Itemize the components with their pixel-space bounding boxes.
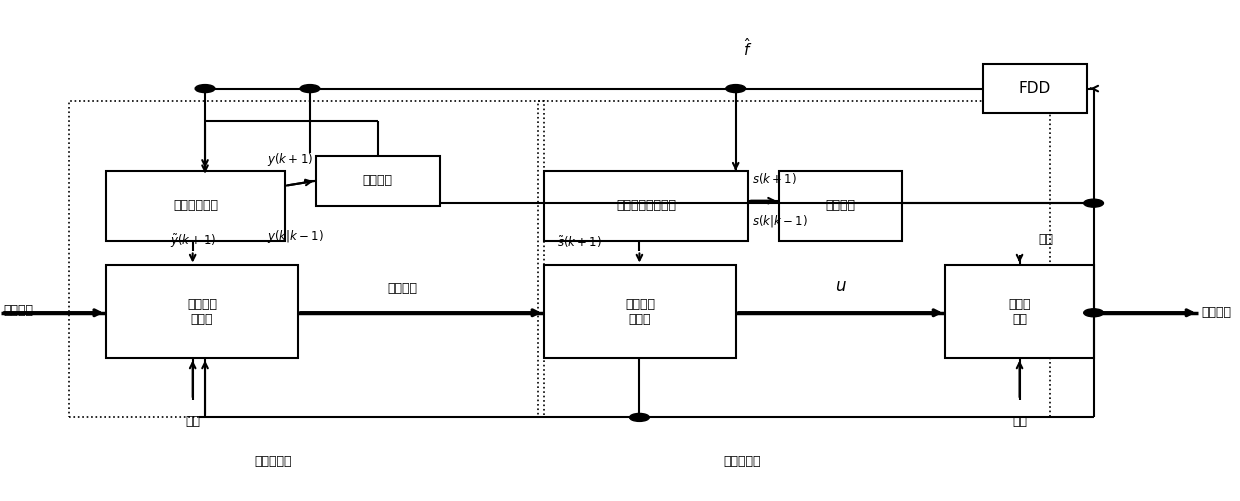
Text: 反馈校正: 反馈校正 bbox=[363, 174, 393, 187]
Text: 预测故障模型: 预测故障模型 bbox=[174, 199, 218, 212]
Text: 轨迹规划
控制器: 轨迹规划 控制器 bbox=[187, 298, 217, 326]
Circle shape bbox=[1084, 199, 1104, 207]
Text: 故障: 故障 bbox=[1012, 415, 1027, 428]
Text: 扰动: 扰动 bbox=[1038, 232, 1053, 245]
Circle shape bbox=[195, 85, 215, 93]
Circle shape bbox=[630, 413, 650, 421]
Text: $\hat{f}$: $\hat{f}$ bbox=[744, 37, 753, 59]
Text: 轨迹跟踪
控制器: 轨迹跟踪 控制器 bbox=[625, 298, 655, 326]
Text: 跟踪控制层: 跟踪控制层 bbox=[723, 455, 760, 468]
Text: $s(k+1)$: $s(k+1)$ bbox=[751, 171, 797, 186]
Text: 轨迹规划层: 轨迹规划层 bbox=[254, 455, 291, 468]
Text: $y(k+1)$: $y(k+1)$ bbox=[267, 151, 312, 168]
FancyBboxPatch shape bbox=[316, 156, 439, 205]
Text: $\tilde{y}(k+1)$: $\tilde{y}(k+1)$ bbox=[170, 233, 216, 250]
Text: $y(k|k-1)$: $y(k|k-1)$ bbox=[267, 228, 324, 245]
FancyBboxPatch shape bbox=[779, 171, 903, 240]
FancyBboxPatch shape bbox=[107, 266, 298, 358]
FancyBboxPatch shape bbox=[107, 171, 285, 240]
Text: 约束: 约束 bbox=[185, 415, 200, 428]
FancyBboxPatch shape bbox=[982, 64, 1087, 114]
Circle shape bbox=[1084, 309, 1104, 317]
Text: $\tilde{s}(k+1)$: $\tilde{s}(k+1)$ bbox=[557, 235, 601, 250]
Text: 机械臂
系统: 机械臂 系统 bbox=[1008, 298, 1030, 326]
Text: 状态信息: 状态信息 bbox=[1202, 306, 1231, 319]
FancyBboxPatch shape bbox=[544, 171, 748, 240]
Text: FDD: FDD bbox=[1019, 81, 1052, 96]
Text: $u$: $u$ bbox=[835, 278, 847, 296]
FancyBboxPatch shape bbox=[945, 266, 1094, 358]
Text: 预测滑模故障模型: 预测滑模故障模型 bbox=[616, 199, 676, 212]
Text: 反馈校正: 反馈校正 bbox=[826, 199, 856, 212]
Circle shape bbox=[300, 85, 320, 93]
Text: 参考轨迹: 参考轨迹 bbox=[387, 283, 418, 296]
Circle shape bbox=[725, 85, 745, 93]
Text: $s(k|k-1)$: $s(k|k-1)$ bbox=[751, 213, 807, 229]
FancyBboxPatch shape bbox=[544, 266, 735, 358]
Text: 目标位置: 目标位置 bbox=[4, 304, 33, 317]
